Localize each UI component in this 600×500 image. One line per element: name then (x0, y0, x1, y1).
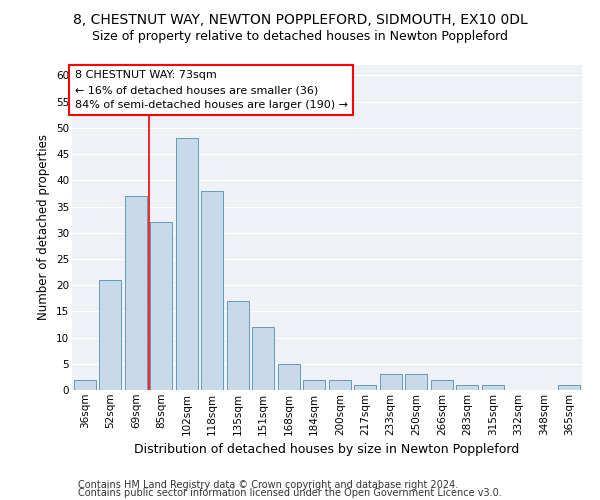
Bar (406, 374, 427, 390)
Bar (151, 222, 172, 390)
Text: Size of property relative to detached houses in Newton Poppleford: Size of property relative to detached ho… (92, 30, 508, 43)
Text: 8 CHESTNUT WAY: 73sqm
← 16% of detached houses are smaller (36)
84% of semi-deta: 8 CHESTNUT WAY: 73sqm ← 16% of detached … (74, 70, 347, 110)
Bar (559, 385, 580, 390)
Text: Contains HM Land Registry data © Crown copyright and database right 2024.: Contains HM Land Registry data © Crown c… (78, 480, 458, 490)
Bar (355, 385, 376, 390)
Bar (176, 138, 197, 390)
X-axis label: Distribution of detached houses by size in Newton Poppleford: Distribution of detached houses by size … (134, 443, 520, 456)
Bar (431, 380, 452, 390)
Bar (100, 280, 121, 390)
Text: Contains public sector information licensed under the Open Government Licence v3: Contains public sector information licen… (78, 488, 502, 498)
Bar (329, 380, 350, 390)
Bar (278, 364, 299, 390)
Bar (482, 385, 503, 390)
Text: 8, CHESTNUT WAY, NEWTON POPPLEFORD, SIDMOUTH, EX10 0DL: 8, CHESTNUT WAY, NEWTON POPPLEFORD, SIDM… (73, 12, 527, 26)
Bar (227, 301, 248, 390)
Bar (380, 374, 401, 390)
Y-axis label: Number of detached properties: Number of detached properties (37, 134, 50, 320)
Bar (304, 380, 325, 390)
Bar (253, 327, 274, 390)
Bar (125, 196, 146, 390)
Bar (74, 380, 95, 390)
Bar (457, 385, 478, 390)
Bar (202, 191, 223, 390)
